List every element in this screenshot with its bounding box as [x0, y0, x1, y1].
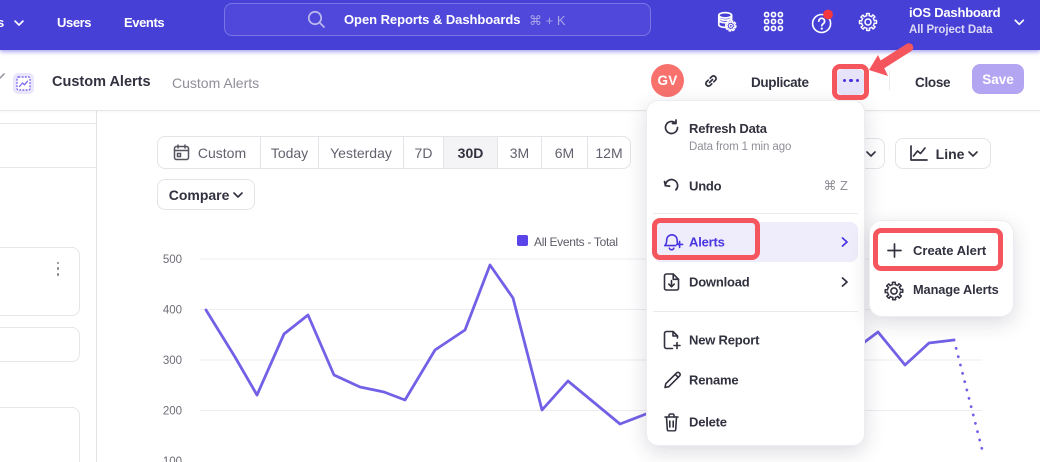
svg-text:400: 400 — [163, 305, 182, 317]
svg-text:500: 500 — [163, 254, 182, 266]
svg-text:300: 300 — [163, 355, 182, 367]
svg-text:100: 100 — [163, 456, 182, 462]
svg-text:200: 200 — [163, 406, 182, 418]
